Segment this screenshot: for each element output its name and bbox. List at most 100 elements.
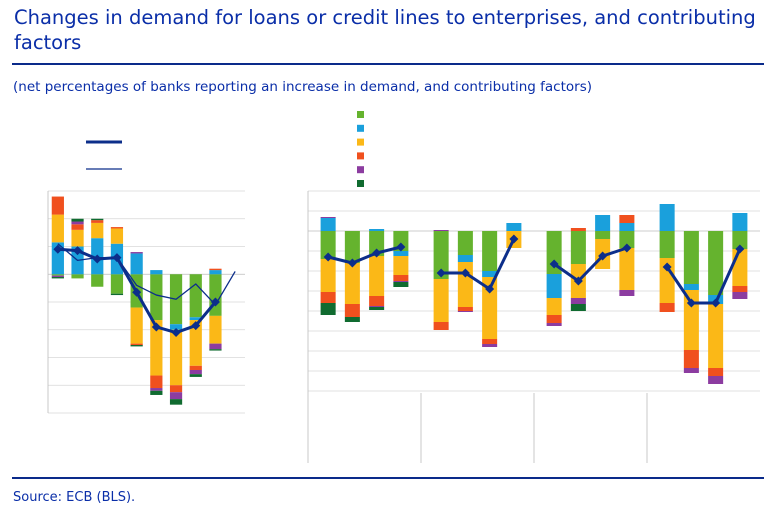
demand-actual-line-germany-marker [323, 252, 333, 262]
bar-segment-inventories [130, 253, 143, 275]
bar-segment-alternative-finance [189, 369, 202, 375]
bar-segment-inventories [320, 218, 336, 231]
bar-segment-inventories [619, 223, 635, 231]
chart-title: Changes in demand for loans or credit li… [14, 6, 756, 54]
bar-segment-interest-rates [71, 229, 84, 247]
bar-segment-alternative-finance [51, 275, 64, 278]
demand-actual-line-italy-marker [735, 244, 745, 254]
bar-segment-fixed-investment [457, 231, 473, 255]
bar-segment-interest-rates [393, 256, 409, 275]
bar-segment-other-factors [71, 218, 84, 222]
bar-segment-fixed-investment [546, 231, 562, 274]
title-rule [12, 63, 764, 65]
bar-segment-inventories [659, 204, 675, 231]
bar-segment-alternative-finance [482, 344, 498, 347]
legend-swatch-alternative-finance [357, 166, 364, 174]
bar-segment-inventories [732, 213, 748, 231]
bar-segment-inventories [393, 251, 409, 256]
bar-segment-other-financing [110, 227, 124, 229]
bar-segment-other-factors [150, 390, 163, 395]
bar-segment-fixed-investment [732, 231, 748, 249]
bar-segment-other-financing [51, 196, 64, 215]
bar-segment-fixed-investment [150, 274, 163, 321]
demand-actual-line-france-marker [622, 243, 632, 253]
bar-segment-other-financing [482, 339, 498, 344]
legend-swatch-fixed-investment [357, 111, 364, 118]
bar-segment-inventories [595, 215, 611, 231]
bar-segment-alternative-finance [71, 221, 84, 225]
bar-segment-fixed-investment [619, 231, 635, 248]
bar-segment-alternative-finance [457, 311, 473, 312]
bar-segment-other-financing [91, 220, 104, 223]
bar-segment-other-financing [457, 307, 473, 311]
demand-actual-line-spain-marker [509, 234, 519, 244]
bar-segment-interest-rates [482, 277, 498, 339]
bar-segment-fixed-investment [708, 231, 724, 295]
bar-segment-alternative-finance [732, 292, 748, 299]
bar-segment-inventories [506, 223, 522, 231]
bar-segment-alternative-finance [320, 217, 336, 218]
bar-segment-other-financing [393, 275, 409, 281]
bar-segment-interest-rates [189, 320, 202, 366]
demand-actual-line-marker [191, 321, 201, 331]
bar-segment-other-factors [570, 304, 586, 311]
bar-segment-other-financing [708, 368, 724, 376]
bar-segment-alternative-finance [169, 392, 183, 400]
bar-segment-alternative-finance [433, 230, 449, 231]
bar-segment-alternative-finance [546, 323, 562, 326]
bar-segment-inventories [169, 324, 183, 330]
bar-segment-inventories [683, 284, 699, 290]
demand-actual-line-france-marker [549, 259, 559, 269]
bar-segment-other-factors [393, 282, 409, 287]
bar-segment-fixed-investment [570, 231, 586, 264]
bar-segment-alternative-finance [150, 388, 163, 391]
bar-segment-interest-rates [209, 315, 222, 344]
demand-actual-line-germany [327, 245, 402, 265]
bar-segment-other-factors [51, 277, 64, 279]
demand-actual-line-france [553, 246, 628, 283]
demand-actual-line-spain [441, 238, 516, 291]
bar-segment-fixed-investment [91, 274, 104, 287]
bar-segment-alternative-finance [683, 368, 699, 373]
demand-actual-line-germany-marker [396, 242, 406, 252]
bar-segment-interest-rates [433, 279, 449, 322]
bar-segment-other-financing [130, 343, 143, 346]
bar-segment-interest-rates [320, 259, 336, 292]
bar-segment-inventories [209, 270, 222, 275]
bar-segment-inventories [150, 270, 163, 275]
bar-segment-alternative-finance [619, 290, 635, 296]
bar-segment-fixed-investment [189, 274, 202, 318]
bar-segment-other-factors [130, 345, 143, 347]
demand-actual-line-italy-marker [686, 298, 696, 308]
demand-actual-line-italy [665, 248, 742, 305]
demand-actual-line-germany-marker [372, 248, 382, 258]
legend-swatch-interest-rates [357, 138, 364, 146]
bar-segment-fixed-investment [344, 231, 360, 263]
legend-swatch-inventories [357, 124, 364, 132]
bar-segment-other-factors [344, 317, 360, 322]
source-note: Source: ECB (BLS). [13, 490, 136, 505]
bar-segment-other-financing [71, 224, 84, 230]
bar-segment-inventories [369, 229, 385, 231]
bar-segment-inventories [546, 274, 562, 298]
bar-segment-other-financing [169, 385, 183, 393]
bar-segment-other-factors [169, 399, 183, 405]
chart-subtitle: (net percentages of banks reporting an i… [13, 79, 593, 95]
bar-segment-other-financing [659, 303, 675, 312]
bar-segment-fixed-investment [320, 231, 336, 259]
bar-segment-other-factors [91, 218, 104, 221]
bar-segment-fixed-investment [393, 231, 409, 251]
bar-segment-fixed-investment [482, 231, 498, 271]
chart-area [47, 111, 760, 463]
demand-actual-line-marker [112, 253, 122, 263]
bar-segment-other-financing [150, 375, 163, 389]
bar-segment-interest-rates [732, 249, 748, 286]
demand-actual-line-marker [210, 297, 220, 307]
bar-segment-other-financing [683, 350, 699, 368]
bar-segment-other-factors [189, 374, 202, 377]
bar-segment-interest-rates [708, 304, 724, 368]
bar-segment-interest-rates [150, 320, 163, 376]
demand-actual-line-france-marker [573, 276, 583, 286]
bar-segment-interest-rates [546, 298, 562, 315]
demand-actual-line-france-marker [598, 251, 608, 261]
